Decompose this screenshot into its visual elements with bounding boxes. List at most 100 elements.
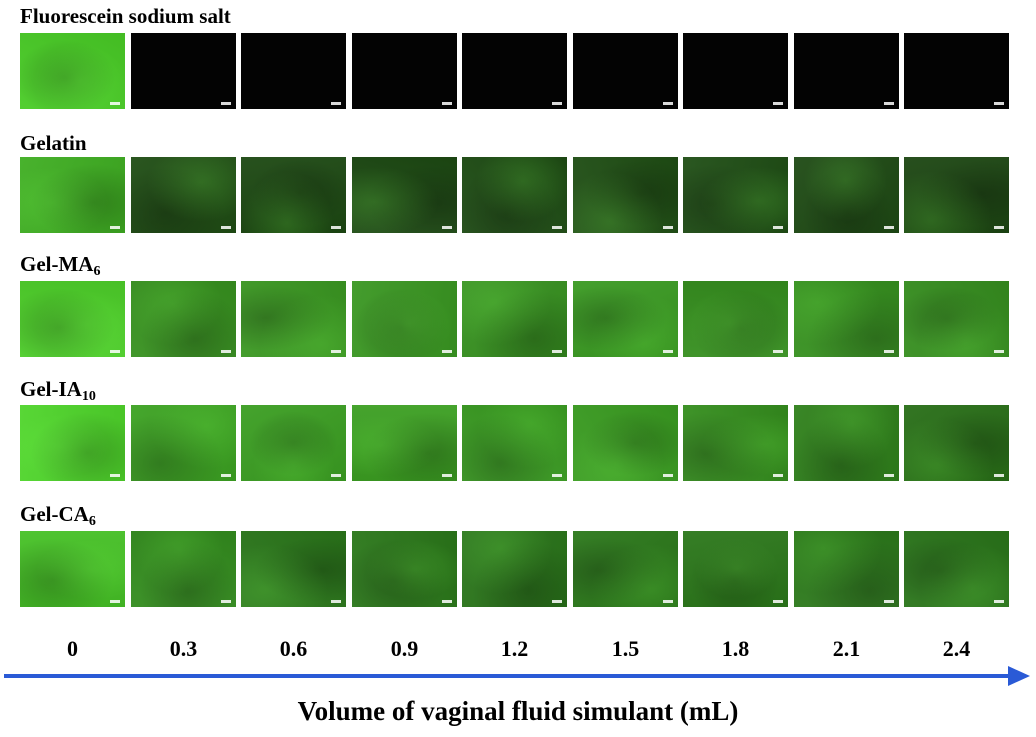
micrograph-gelatin-1.5	[573, 157, 678, 233]
scale-bar	[994, 226, 1004, 229]
volume-tick-label: 0	[67, 636, 78, 661]
micrograph-gel-ma-0.9	[352, 281, 457, 357]
volume-tick-label: 2.1	[832, 636, 861, 661]
scale-bar	[110, 102, 120, 105]
scale-bar	[442, 226, 452, 229]
scale-bar	[884, 350, 894, 353]
micrograph-gel-ia-1.2	[462, 405, 567, 481]
scale-bar	[773, 600, 783, 603]
micrograph-fluorescein-2.1	[794, 33, 899, 109]
micrograph-gel-ca-2.1	[794, 531, 899, 607]
micrograph-fluorescein-1.8	[683, 33, 788, 109]
scale-bar	[552, 226, 562, 229]
scale-bar	[773, 474, 783, 477]
row-label-gel-ma: Gel-MA6	[20, 252, 100, 280]
micrograph-gel-ca-0.9	[352, 531, 457, 607]
micrograph-gel-ia-0.6	[241, 405, 346, 481]
micrograph-fluorescein-2.4	[904, 33, 1009, 109]
scale-bar	[884, 600, 894, 603]
scale-bar	[884, 226, 894, 229]
row-label-text: Gel-MA	[20, 252, 94, 276]
micrograph-gel-ca-0.3	[131, 531, 236, 607]
micrograph-gel-ia-1.8	[683, 405, 788, 481]
volume-tick-label: 0.6	[279, 636, 308, 661]
scale-bar	[663, 600, 673, 603]
scale-bar	[331, 350, 341, 353]
volume-tick-label: 2.4	[942, 636, 971, 661]
micrograph-gel-ma-0	[20, 281, 125, 357]
row-label-gelatin: Gelatin	[20, 131, 87, 156]
scale-bar	[663, 474, 673, 477]
scale-bar	[331, 474, 341, 477]
scale-bar	[773, 226, 783, 229]
x-axis-title: Volume of vaginal fluid simulant (mL)	[297, 696, 739, 726]
micrograph-gel-ma-1.5	[573, 281, 678, 357]
scale-bar	[110, 226, 120, 229]
volume-tick-label: 0.9	[390, 636, 419, 661]
micrograph-gel-ca-2.4	[904, 531, 1009, 607]
scale-bar	[221, 102, 231, 105]
micrograph-fluorescein-1.2	[462, 33, 567, 109]
micrograph-gelatin-2.1	[794, 157, 899, 233]
row-label-subscript: 10	[81, 389, 96, 404]
scale-bar	[221, 350, 231, 353]
volume-tick-label: 1.2	[500, 636, 529, 661]
micrograph-gel-ia-0	[20, 405, 125, 481]
scale-bar	[221, 226, 231, 229]
micrograph-gelatin-0.3	[131, 157, 236, 233]
micrograph-gel-ma-0.3	[131, 281, 236, 357]
row-label-text: Gel-IA	[20, 377, 82, 401]
scale-bar	[442, 600, 452, 603]
row-label-gel-ia: Gel-IA10	[20, 377, 96, 405]
micrograph-gel-ca-0.6	[241, 531, 346, 607]
micrograph-gel-ia-2.1	[794, 405, 899, 481]
micrograph-gel-ia-1.5	[573, 405, 678, 481]
micrograph-fluorescein-1.5	[573, 33, 678, 109]
micrograph-gelatin-0.6	[241, 157, 346, 233]
scale-bar	[552, 600, 562, 603]
scale-bar	[552, 350, 562, 353]
scale-bar	[663, 350, 673, 353]
micrograph-gelatin-2.4	[904, 157, 1009, 233]
micrograph-gel-ia-0.9	[352, 405, 457, 481]
scale-bar	[552, 102, 562, 105]
micrograph-gelatin-1.8	[683, 157, 788, 233]
micrograph-fluorescein-0.3	[131, 33, 236, 109]
row-label-fluorescein: Fluorescein sodium salt	[20, 4, 231, 29]
micrograph-gel-ma-0.6	[241, 281, 346, 357]
row-label-text: Gelatin	[20, 131, 87, 155]
volume-tick-label: 0.3	[169, 636, 198, 661]
scale-bar	[663, 102, 673, 105]
scale-bar	[884, 474, 894, 477]
scale-bar	[552, 474, 562, 477]
scale-bar	[663, 226, 673, 229]
scale-bar	[331, 102, 341, 105]
row-label-text: Fluorescein sodium salt	[20, 4, 231, 28]
scale-bar	[331, 600, 341, 603]
scale-bar	[221, 600, 231, 603]
volume-tick-label: 1.5	[611, 636, 640, 661]
scale-bar	[994, 350, 1004, 353]
micrograph-gel-ca-0	[20, 531, 125, 607]
micrograph-gelatin-0	[20, 157, 125, 233]
row-label-gel-ca: Gel-CA6	[20, 502, 96, 530]
micrograph-gel-ca-1.2	[462, 531, 567, 607]
volume-axis-arrow	[4, 674, 1014, 678]
micrograph-fluorescein-0.6	[241, 33, 346, 109]
micrograph-gel-ma-1.2	[462, 281, 567, 357]
scale-bar	[994, 474, 1004, 477]
micrograph-fluorescein-0	[20, 33, 125, 109]
micrograph-gel-ia-0.3	[131, 405, 236, 481]
micrograph-gel-ca-1.8	[683, 531, 788, 607]
row-label-subscript: 6	[93, 264, 101, 279]
scale-bar	[442, 350, 452, 353]
scale-bar	[221, 474, 231, 477]
scale-bar	[773, 350, 783, 353]
row-label-text: Gel-CA	[20, 502, 89, 526]
micrograph-gelatin-0.9	[352, 157, 457, 233]
micrograph-gel-ca-1.5	[573, 531, 678, 607]
row-label-subscript: 6	[88, 514, 96, 529]
scale-bar	[110, 600, 120, 603]
micrograph-fluorescein-0.9	[352, 33, 457, 109]
micrograph-gelatin-1.2	[462, 157, 567, 233]
